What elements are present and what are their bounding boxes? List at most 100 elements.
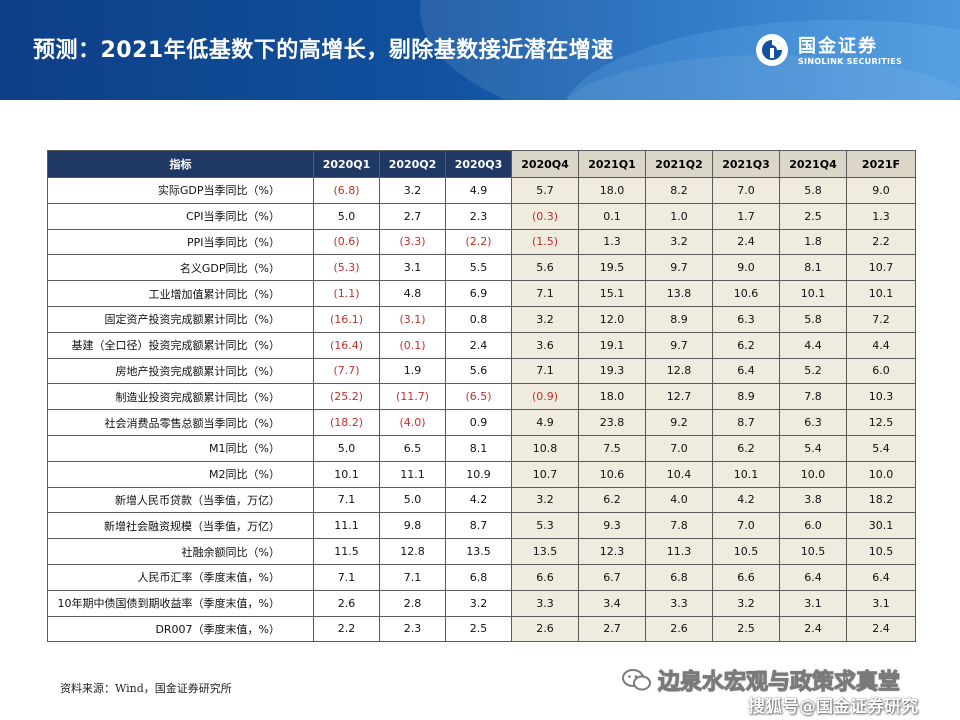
table-cell: 10.8 (511, 434, 579, 462)
table-cell: 3.2 (511, 305, 579, 333)
table-cell: (16.1) (313, 305, 380, 333)
column-header-2020q4: 2020Q4 (511, 150, 579, 178)
table-cell: 10.1 (846, 280, 916, 307)
table-cell: 5.7 (511, 177, 579, 204)
table-cell: (3.3) (379, 228, 446, 256)
watermark-sohu: 搜狐号@国金证券研究 (748, 697, 918, 717)
table-cell: 6.6 (511, 563, 579, 591)
table-cell: 3.1 (379, 254, 446, 282)
table-cell: 12.0 (578, 305, 646, 333)
table-cell: 12.8 (379, 538, 446, 565)
row-label: 社会消费品零售总额当季同比（%） (47, 409, 314, 436)
table-cell: 1.9 (379, 357, 446, 385)
table-cell: 1.8 (779, 228, 847, 256)
table-cell: 30.1 (846, 512, 916, 540)
table-cell: 8.7 (445, 512, 512, 540)
table-cell: 6.2 (712, 331, 780, 359)
table-cell: 2.6 (511, 615, 579, 643)
table-cell: 10.7 (846, 254, 916, 282)
table-cell: 6.2 (578, 486, 646, 514)
table-row: 固定资产投资完成额累计同比（%） (16.1) (3.1) 0.8 3.2 12.0 8.9… (47, 305, 916, 333)
table-cell: 6.2 (712, 434, 780, 462)
table-cell: 2.6 (313, 589, 380, 617)
table-cell: 9.3 (578, 512, 646, 540)
table-cell: (7.7) (313, 357, 380, 385)
row-label: 人民币汇率（季度末值，%） (47, 563, 314, 591)
row-label: 新增社会融资规模（当季值，万亿） (47, 512, 314, 540)
table-cell: 9.7 (645, 331, 713, 359)
table-row: M2同比（%） 10.1 11.1 10.9 10.7 10.6 10.4 10.1 10.0 1… (47, 460, 916, 488)
table-cell: 6.4 (779, 563, 847, 591)
table-cell: 1.3 (846, 202, 916, 230)
table-cell: 9.8 (379, 512, 446, 540)
row-label: 固定资产投资完成额累计同比（%） (47, 305, 314, 333)
table-cell: 5.6 (445, 357, 512, 385)
table-cell: 15.1 (578, 280, 646, 307)
watermark-account-text: 边泉水宏观与政策求真堂 (657, 670, 901, 696)
table-cell: 10.5 (846, 538, 916, 565)
table-row: 名义GDP同比（%） (5.3) 3.1 5.5 5.6 19.5 9.7 9.0 8.1 10.… (47, 254, 916, 282)
table-cell: 9.7 (645, 254, 713, 282)
table-cell: 8.2 (645, 177, 713, 204)
column-header-2021q3: 2021Q3 (712, 150, 780, 178)
table-cell: 2.4 (779, 615, 847, 643)
table-cell: 19.3 (578, 357, 646, 385)
table-cell: 6.9 (445, 280, 512, 307)
table-cell: 7.2 (846, 305, 916, 333)
company-logo: 国金证券 SINOLINK SECURITIES (756, 30, 946, 72)
table-cell: 5.4 (846, 434, 916, 462)
table-cell: 0.1 (578, 202, 646, 230)
table-header-row: 指标 2020Q1 2020Q2 2020Q3 2020Q4 2021Q1 2021Q2 20… (47, 150, 916, 178)
table-cell: 2.6 (645, 615, 713, 643)
table-row: 人民币汇率（季度末值，%） 7.1 7.1 6.8 6.6 6.7 6.8 6.6 6.4 6.4 (47, 563, 916, 591)
table-row: DR007（季度末值，%） 2.2 2.3 2.5 2.6 2.7 2.6 2.5 2.4 2.4 (47, 615, 916, 643)
table-cell: 7.1 (511, 357, 579, 385)
table-cell: 10.1 (712, 460, 780, 488)
table-cell: 2.2 (313, 615, 380, 643)
table-row: 实际GDP当季同比（%） (6.8) 3.2 4.9 5.7 18.0 8.2 7.0 5.8 9… (47, 177, 916, 204)
table-cell: 2.2 (846, 228, 916, 256)
row-label: 10年期中债国债到期收益率（季度末值，%） (47, 589, 314, 617)
table-cell: 7.1 (379, 563, 446, 591)
table-cell: 23.8 (578, 409, 646, 436)
table-cell: 7.1 (313, 563, 380, 591)
table-cell: 2.4 (846, 615, 916, 643)
table-row: 制造业投资完成额累计同比（%） (25.2) (11.7) (6.5) (0.9) 18.… (47, 383, 916, 411)
row-label: 实际GDP当季同比（%） (47, 177, 314, 204)
table-cell: 10.0 (779, 460, 847, 488)
table-cell: 2.3 (379, 615, 446, 643)
table-cell: 7.5 (578, 434, 646, 462)
table-cell: 8.1 (445, 434, 512, 462)
table-cell: 18.2 (846, 486, 916, 514)
table-cell: 8.9 (712, 383, 780, 411)
table-cell: 6.4 (846, 563, 916, 591)
table-cell: 3.2 (712, 589, 780, 617)
table-cell: 2.3 (445, 202, 512, 230)
column-header-2021f: 2021F (846, 150, 916, 178)
table-row: 社会消费品零售总额当季同比（%） (18.2) (4.0) 0.9 4.9 23.8 9.2… (47, 409, 916, 436)
table-cell: 4.9 (511, 409, 579, 436)
table-cell: 3.2 (645, 228, 713, 256)
table-row: 基建（全口径）投资完成额累计同比（%） (16.4) (0.1) 2.4 3.6 19.1… (47, 331, 916, 359)
table-row: 新增社会融资规模（当季值，万亿） 11.1 9.8 8.7 5.3 9.3 7.8 7.0 6.… (47, 512, 916, 540)
table-cell: 7.0 (712, 177, 780, 204)
table-cell: 10.4 (645, 460, 713, 488)
table-cell: 6.3 (712, 305, 780, 333)
table-cell: 4.0 (645, 486, 713, 514)
table-cell: 1.7 (712, 202, 780, 230)
column-header-2020q1: 2020Q1 (313, 150, 380, 178)
table-cell: 0.9 (445, 409, 512, 436)
table-row: CPI当季同比（%） 5.0 2.7 2.3 (0.3) 0.1 1.0 1.7 2.5 1.3 (47, 202, 916, 230)
table-cell: 11.1 (379, 460, 446, 488)
table-row: 社融余额同比（%） 11.5 12.8 13.5 13.5 12.3 11.3 10.5 10.… (47, 538, 916, 565)
table-cell: 2.5 (445, 615, 512, 643)
table-cell: 3.8 (779, 486, 847, 514)
table-cell: (1.5) (511, 228, 579, 256)
table-cell: (0.3) (511, 202, 579, 230)
page-title: 预测：2021年低基数下的高增长，剔除基数接近潜在增速 (33, 38, 614, 63)
row-label: CPI当季同比（%） (47, 202, 314, 230)
table-cell: 9.0 (846, 177, 916, 204)
table-cell: 7.8 (645, 512, 713, 540)
table-cell: 1.0 (645, 202, 713, 230)
table-cell: 10.3 (846, 383, 916, 411)
